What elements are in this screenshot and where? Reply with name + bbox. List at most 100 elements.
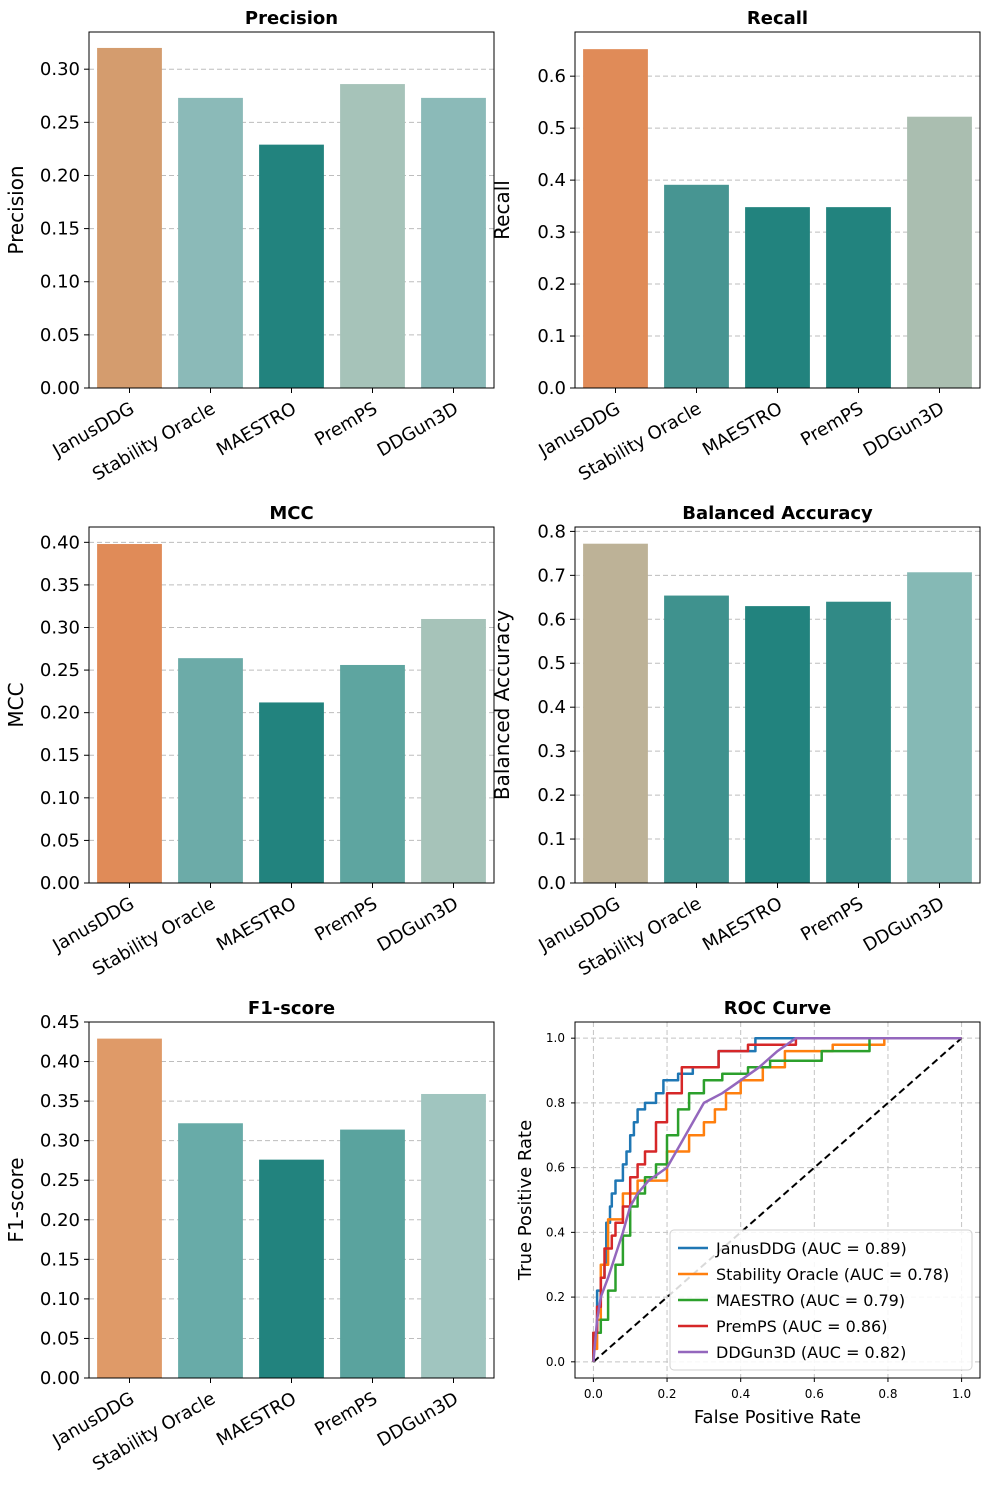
bar-maestro xyxy=(745,207,810,388)
y-axis-label: MCC xyxy=(4,682,28,727)
bar-ddgun3d xyxy=(421,618,486,883)
y-tick-label: 0.4 xyxy=(537,697,566,718)
y-tick-label: 0.3 xyxy=(537,222,566,243)
roc-line-maestro xyxy=(592,1036,962,1362)
y-tick-label: 0.05 xyxy=(40,325,80,346)
roc-line-ddgun3d xyxy=(592,1036,962,1362)
y-tick-label: 0.5 xyxy=(537,653,566,674)
y-tick-label: 0.20 xyxy=(40,703,80,724)
legend-entry: Stability Oracle (AUC = 0.78) xyxy=(716,1265,949,1284)
bar-premps xyxy=(340,664,405,883)
x-tick-label: PremPS xyxy=(311,398,381,450)
y-tick-label: 0.30 xyxy=(40,1131,80,1152)
y-tick-label: 0.10 xyxy=(40,1289,80,1310)
y-tick-label: 0.00 xyxy=(40,378,80,399)
roc-chart: 0.0 0.2 0.4 0.6 0.8 1.0 0.0 0.2 0.4 0.6 0.8 1.0 Janu… xyxy=(515,998,981,1428)
y-axis-label: Recall xyxy=(490,180,514,240)
y-tick-label: 0.5 xyxy=(537,118,566,139)
y-axis-label: True Positive Rate xyxy=(515,1120,536,1281)
y-tick-label: 0.00 xyxy=(40,873,80,894)
legend-entry: MAESTRO (AUC = 0.79) xyxy=(716,1291,905,1310)
y-tick-label: 0.05 xyxy=(40,1328,80,1349)
bar-janusddg xyxy=(97,1038,162,1378)
bar-premps xyxy=(826,207,891,388)
x-tick-label: 1.0 xyxy=(952,1387,971,1401)
bar-janusddg xyxy=(97,544,162,883)
y-axis-label: F1-score xyxy=(4,1157,28,1242)
bar-stability-oracle xyxy=(664,595,729,883)
y-tick-label: 0.1 xyxy=(537,326,566,347)
x-tick-label: MAESTRO xyxy=(213,893,300,955)
y-tick-label: 0.0 xyxy=(546,1355,565,1369)
y-tick-label: 0.35 xyxy=(40,575,80,596)
y-tick-label: 0.2 xyxy=(537,785,566,806)
x-tick-label: DDGun3D xyxy=(374,893,462,956)
x-tick-label: MAESTRO xyxy=(213,398,300,460)
y-tick-label: 0.0 xyxy=(537,378,566,399)
y-tick-label: 0.2 xyxy=(546,1290,565,1304)
bar-chart-f1-score: 0.00 0.05 0.10 0.15 0.20 0.25 0.30 0.35 0.40 0.45… xyxy=(4,998,495,1475)
y-tick-label: 0.25 xyxy=(40,112,80,133)
y-tick-label: 0.40 xyxy=(40,1052,80,1073)
roc-line-stability-oracle xyxy=(592,1036,962,1362)
y-tick-label: 0.10 xyxy=(40,272,80,293)
x-tick-label: 0.4 xyxy=(731,1387,750,1401)
bar-ddgun3d xyxy=(907,572,972,883)
y-tick-label: 0.6 xyxy=(546,1161,565,1175)
chart-title: Precision xyxy=(245,8,338,29)
y-tick-label: 0.20 xyxy=(40,165,80,186)
x-tick-label: DDGun3D xyxy=(374,398,462,461)
x-tick-label: MAESTRO xyxy=(699,398,786,460)
y-tick-label: 0.40 xyxy=(40,532,80,553)
y-tick-label: 0.15 xyxy=(40,745,80,766)
chart-title: ROC Curve xyxy=(724,998,831,1019)
legend-entry: DDGun3D (AUC = 0.82) xyxy=(716,1343,906,1362)
y-tick-label: 0.05 xyxy=(40,830,80,851)
bar-maestro xyxy=(259,702,324,883)
plot-frame xyxy=(574,1021,981,1379)
y-tick-label: 0.00 xyxy=(40,1368,80,1389)
legend-entry: PremPS (AUC = 0.86) xyxy=(716,1317,887,1336)
bar-stability-oracle xyxy=(178,1123,243,1378)
y-tick-label: 0.30 xyxy=(40,617,80,638)
y-tick-label: 0.15 xyxy=(40,1249,80,1270)
legend-entry: JanusDDG (AUC = 0.89) xyxy=(715,1239,907,1258)
y-tick-label: 0.15 xyxy=(40,219,80,240)
y-tick-label: 0.7 xyxy=(537,565,566,586)
y-tick-label: 0.25 xyxy=(40,1170,80,1191)
y-tick-label: 0.8 xyxy=(537,521,566,542)
y-tick-label: 0.20 xyxy=(40,1210,80,1231)
x-tick-label: 0.6 xyxy=(805,1387,824,1401)
bar-chart-balanced-accuracy: 0.00.10.20.30.40.50.60.70.8JanusDDGStabi… xyxy=(490,503,981,980)
chart-title: MCC xyxy=(269,503,313,524)
legend-box xyxy=(669,1229,973,1371)
chart-title: F1-score xyxy=(248,998,335,1019)
bar-ddgun3d xyxy=(421,97,486,388)
x-tick-label: DDGun3D xyxy=(374,1388,462,1451)
chart-title: Recall xyxy=(747,8,808,29)
bar-janusddg xyxy=(583,543,648,883)
y-tick-label: 0.6 xyxy=(537,66,566,87)
bar-chart-mcc: 0.000.050.100.150.200.250.300.350.40Janu… xyxy=(4,503,495,980)
y-tick-label: 0.10 xyxy=(40,788,80,809)
chart-title: Balanced Accuracy xyxy=(682,503,873,524)
bar-maestro xyxy=(259,1159,324,1378)
y-tick-label: 0.1 xyxy=(537,829,566,850)
y-tick-label: 0.4 xyxy=(546,1225,565,1239)
bar-maestro xyxy=(259,144,324,388)
y-tick-label: 0.3 xyxy=(537,741,566,762)
y-axis-label: Precision xyxy=(4,165,28,254)
bar-janusddg xyxy=(583,49,648,389)
x-tick-label: 0.2 xyxy=(657,1387,676,1401)
y-tick-label: 0.35 xyxy=(40,1091,80,1112)
bar-premps xyxy=(340,1129,405,1378)
y-tick-label: 0.30 xyxy=(40,59,80,80)
y-tick-label: 0.45 xyxy=(40,1012,80,1033)
bar-ddgun3d xyxy=(421,1093,486,1378)
x-tick-label: MAESTRO xyxy=(699,893,786,955)
bar-stability-oracle xyxy=(178,658,243,883)
y-tick-label: 0.0 xyxy=(537,873,566,894)
x-tick-label: 0.8 xyxy=(878,1387,897,1401)
